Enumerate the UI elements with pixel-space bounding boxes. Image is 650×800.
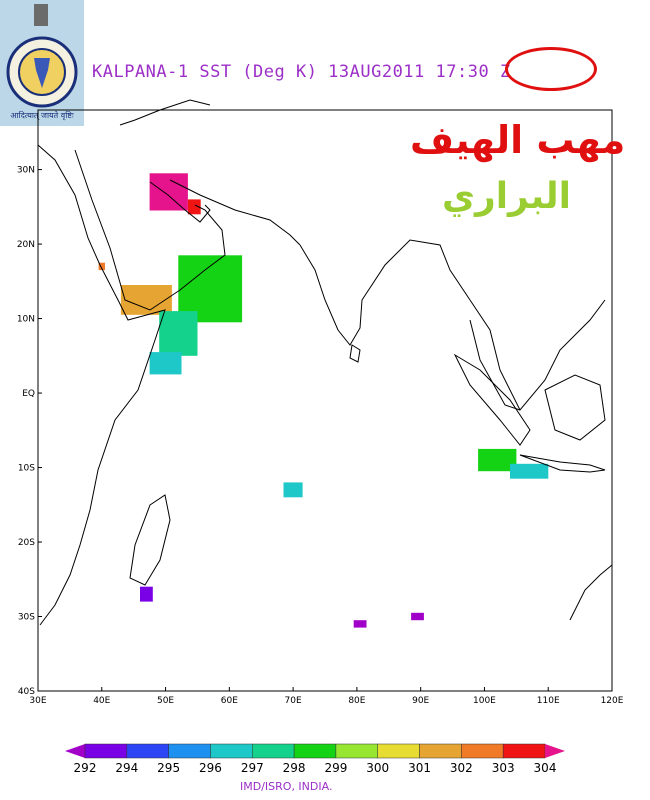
imd-logo: आदित्यात् जायते वृष्टिः bbox=[0, 0, 84, 126]
sst-patch-cent-io-teal bbox=[283, 482, 303, 498]
colorbar-segment bbox=[126, 743, 169, 759]
colorbar-tick-label: 304 bbox=[534, 761, 557, 775]
colorbar-tick-label: 295 bbox=[157, 761, 180, 775]
coastline-sea-asia bbox=[469, 299, 606, 411]
colorbar-right-arrow bbox=[545, 744, 565, 758]
sst-patches bbox=[98, 173, 549, 628]
colorbar-segment bbox=[293, 743, 337, 759]
sst-patch-madagascar-south bbox=[140, 586, 153, 602]
latitude-axis: 30N 20N 10N EQ 10S 20S 30S 40S bbox=[17, 166, 42, 697]
map-title: KALPANA-1 SST (Deg K) 13AUG2011 17:30 Z bbox=[92, 62, 511, 82]
lon-label: 90E bbox=[412, 696, 429, 706]
lon-label: 100E bbox=[473, 696, 496, 706]
coastline-red-sea-arabia bbox=[74, 149, 226, 311]
lon-label: 80E bbox=[348, 696, 365, 706]
sst-patch-red-sea-point bbox=[98, 262, 105, 271]
colorbar-tick-label: 299 bbox=[324, 761, 347, 775]
colorbar-tick-label: 303 bbox=[492, 761, 515, 775]
colorbar-tick-label: 294 bbox=[115, 761, 138, 775]
coastline-australia bbox=[569, 564, 613, 621]
time-highlight-ellipse bbox=[505, 47, 597, 91]
sst-patch-java-green bbox=[478, 448, 517, 472]
colorbar-tick-label: 301 bbox=[408, 761, 431, 775]
coastline-malay bbox=[469, 319, 521, 411]
colorbar-segment bbox=[502, 743, 546, 759]
coastline-sumatra bbox=[453, 353, 531, 446]
sst-patch-arabian-sea-teal bbox=[159, 311, 198, 356]
sst-patch-gulf-of-aden bbox=[120, 285, 172, 315]
lat-label: 20N bbox=[17, 240, 35, 250]
lon-label: 40E bbox=[93, 696, 110, 706]
coastlines bbox=[37, 99, 613, 626]
logo-motto: आदित्यात् जायते वृष्टिः bbox=[10, 110, 74, 121]
coastline-madagascar bbox=[129, 494, 171, 586]
coastline-java bbox=[519, 454, 606, 473]
coastline-africa-east bbox=[37, 144, 166, 626]
title-main: KALPANA-1 SST (Deg K) 13AUG2011 bbox=[92, 62, 425, 82]
colorbar-segment bbox=[377, 743, 420, 759]
colorbar-segment bbox=[84, 743, 128, 759]
colorbar-tick-label: 296 bbox=[199, 761, 222, 775]
coastline-persian-gulf bbox=[149, 181, 211, 223]
colorbar-segment bbox=[335, 743, 378, 759]
coastline-borneo bbox=[544, 374, 606, 441]
colorbar-segment bbox=[168, 743, 211, 759]
sst-patch-java-teal bbox=[510, 463, 549, 479]
colorbar-tick-label: 292 bbox=[74, 761, 97, 775]
coastline-sri-lanka bbox=[349, 344, 361, 363]
lon-label: 70E bbox=[285, 696, 302, 706]
lon-label: 60E bbox=[221, 696, 238, 706]
india-map-icon bbox=[34, 58, 50, 88]
coastline-nw-top bbox=[119, 99, 211, 126]
lon-label: 110E bbox=[537, 696, 560, 706]
map-frame bbox=[37, 109, 613, 692]
lon-label: 30E bbox=[29, 696, 46, 706]
lat-label: 20S bbox=[18, 538, 35, 548]
sst-patch-persian-gulf bbox=[149, 173, 188, 211]
colorbar-left-arrow bbox=[65, 744, 85, 758]
lat-label: 30S bbox=[18, 613, 35, 623]
colorbar: 292 294 295 296 297 298 299 300 301 302 303 304 bbox=[65, 743, 565, 775]
lat-label: EQ bbox=[22, 389, 35, 399]
sst-patch-persian-gulf-red bbox=[187, 199, 201, 215]
lon-label: 50E bbox=[157, 696, 174, 706]
colorbar-tick-label: 300 bbox=[366, 761, 389, 775]
longitude-axis: 30E 40E 50E 60E 70E 80E 90E 100E 110E 120E bbox=[29, 687, 624, 706]
lat-label: 30N bbox=[17, 166, 35, 176]
sst-patch-south-1 bbox=[353, 620, 367, 628]
colorbar-segment bbox=[419, 743, 462, 759]
title-time: 17:30 bbox=[435, 62, 490, 82]
colorbar-segment bbox=[461, 743, 504, 759]
colorbar-tick-label: 302 bbox=[450, 761, 473, 775]
credit-text: IMD/ISRO, INDIA. bbox=[240, 780, 333, 793]
coastline-india bbox=[299, 239, 471, 346]
overlay-arabic-title: مهب الهيف bbox=[410, 118, 626, 162]
colorbar-segment bbox=[210, 743, 253, 759]
emblem-icon bbox=[34, 4, 48, 26]
colorbar-segment bbox=[252, 743, 295, 759]
lat-label: 10S bbox=[18, 464, 35, 474]
lat-label: 40S bbox=[18, 687, 35, 697]
colorbar-tick-label: 297 bbox=[241, 761, 264, 775]
coastline-iran-pakistan bbox=[169, 179, 301, 246]
sst-patch-somali-coast bbox=[149, 352, 182, 375]
overlay-arabic-subtitle: البراري bbox=[442, 176, 572, 217]
lat-label: 10N bbox=[17, 315, 35, 325]
sst-patch-south-2 bbox=[411, 612, 424, 621]
colorbar-tick-label: 298 bbox=[283, 761, 306, 775]
lon-label: 120E bbox=[601, 696, 624, 706]
